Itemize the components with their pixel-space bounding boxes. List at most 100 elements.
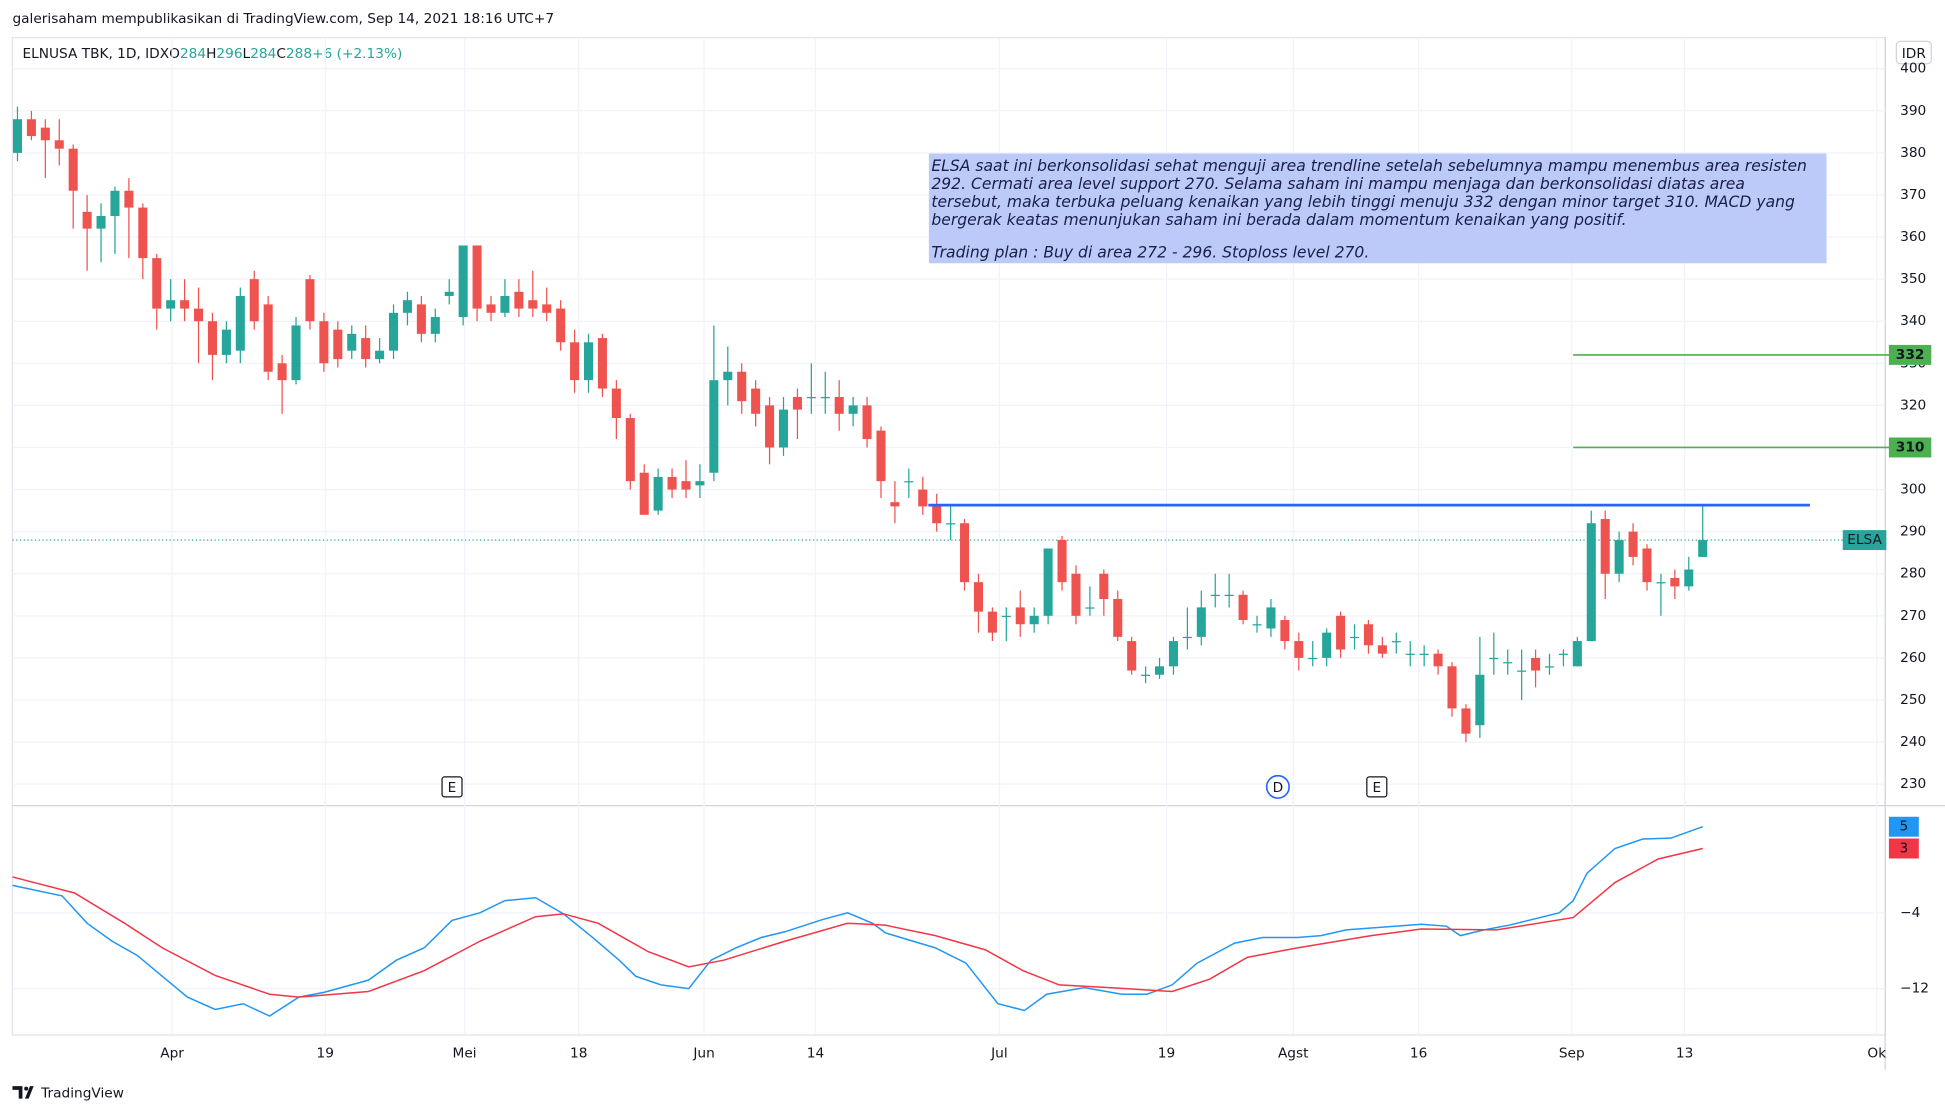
- candle-body: [138, 207, 148, 259]
- candle-body: [1475, 674, 1485, 726]
- candle-body: [1238, 594, 1248, 621]
- macd-last-label: 5: [1899, 819, 1908, 835]
- candle-body: [973, 582, 984, 612]
- candle-body: [361, 338, 371, 360]
- candle-body: [500, 295, 510, 313]
- candle-body: [1294, 641, 1304, 658]
- x-tick-label: 14: [807, 1046, 824, 1062]
- candle-body: [1182, 636, 1192, 639]
- candle-body: [751, 388, 761, 414]
- candle-body: [180, 300, 190, 309]
- candle-body: [375, 350, 385, 360]
- candle-body: [1001, 615, 1011, 618]
- candle-body: [1196, 607, 1206, 637]
- candle-body: [194, 308, 204, 322]
- candle-body: [1614, 540, 1624, 574]
- candle-body: [54, 140, 64, 149]
- x-tick-label: Jun: [692, 1046, 714, 1062]
- candle-body: [1684, 569, 1694, 587]
- candle-body: [1252, 624, 1262, 626]
- candle-body: [695, 481, 705, 486]
- currency-box: [1895, 40, 1932, 65]
- x-tick-label: 16: [1410, 1046, 1427, 1062]
- candle-body: [1127, 641, 1137, 671]
- level-label: 310: [1896, 439, 1925, 455]
- candle-body: [96, 216, 106, 229]
- x-tick-label: 13: [1676, 1046, 1693, 1062]
- candle-body: [1642, 548, 1652, 583]
- candle-body: [946, 523, 956, 525]
- candle-body: [235, 295, 245, 351]
- event-label: D: [1273, 780, 1284, 796]
- candle-body: [1433, 653, 1443, 667]
- annotation-line: tersebut, maka terbuka peluang kenaikan …: [931, 193, 1795, 211]
- candle-body: [1308, 657, 1318, 660]
- candle-body: [82, 211, 92, 229]
- candle-body: [333, 329, 343, 360]
- x-tick-label: 18: [570, 1046, 587, 1062]
- candle-body: [40, 127, 50, 141]
- candle-body: [458, 245, 468, 318]
- candle-body: [834, 396, 844, 414]
- x-tick-label: 19: [1158, 1046, 1175, 1062]
- candle-body: [1113, 598, 1123, 637]
- candle-body: [166, 300, 176, 309]
- candle-body: [1572, 641, 1582, 667]
- last-price-box: [1842, 530, 1887, 551]
- candle-body: [1517, 670, 1527, 672]
- footer: TradingView: [40, 1086, 124, 1102]
- legend-ohlc-value: 288: [286, 46, 312, 62]
- legend-ohlc-key: L: [243, 46, 251, 62]
- y-tick-label: 260: [1900, 650, 1926, 666]
- candle-body: [1391, 641, 1401, 643]
- x-tick-label: Jul: [990, 1046, 1008, 1062]
- candle-body: [528, 300, 538, 309]
- x-tick-label: Apr: [160, 1046, 184, 1062]
- annotation-box: [928, 153, 1827, 264]
- candle-body: [1489, 657, 1499, 660]
- legend-symbol: ELNUSA TBK, 1D, IDX: [22, 46, 169, 62]
- candle-body: [1155, 666, 1165, 675]
- candle-body: [723, 371, 733, 381]
- candle-body: [876, 430, 886, 482]
- candle-body: [1670, 577, 1680, 587]
- candle-body: [1015, 607, 1025, 625]
- legend-ohlc-value: 296: [216, 46, 242, 62]
- legend-ohlc-key: C: [276, 46, 286, 62]
- candle-body: [737, 371, 747, 402]
- candle-body: [1280, 620, 1290, 642]
- candle-body: [152, 258, 162, 309]
- candle-body: [277, 363, 287, 381]
- candle-body: [765, 405, 775, 448]
- candle-body: [1349, 636, 1360, 639]
- footer-logo: [12, 1086, 34, 1099]
- candle-body: [249, 279, 259, 322]
- level-box: [1888, 437, 1932, 458]
- candle-body: [904, 481, 914, 483]
- y-tick-label: 270: [1900, 608, 1926, 624]
- y-tick-label: 280: [1900, 566, 1926, 582]
- candle-body: [918, 489, 928, 507]
- candle-body: [291, 325, 301, 381]
- candle-body: [1057, 540, 1067, 583]
- candle-body: [848, 405, 858, 414]
- currency: IDR: [1902, 46, 1927, 62]
- candle-body: [1322, 632, 1332, 658]
- candle-body: [305, 279, 315, 322]
- last-price-label: ELSA: [1847, 532, 1882, 548]
- candle-body: [1558, 653, 1568, 655]
- candle-body: [667, 476, 677, 490]
- y-tick-label: −12: [1900, 981, 1929, 997]
- candle-body: [611, 388, 621, 419]
- candle-body: [221, 329, 231, 355]
- legend-ohlc-value: 284: [250, 46, 276, 62]
- candle-body: [1461, 708, 1471, 734]
- candle-body: [416, 304, 426, 334]
- event-label: E: [1372, 780, 1381, 796]
- candle-body: [960, 523, 970, 583]
- candle-body: [1043, 548, 1053, 616]
- candle-body: [1336, 615, 1346, 650]
- y-tick-label: 390: [1900, 103, 1926, 119]
- candle-body: [486, 304, 496, 313]
- candle-body: [653, 476, 663, 511]
